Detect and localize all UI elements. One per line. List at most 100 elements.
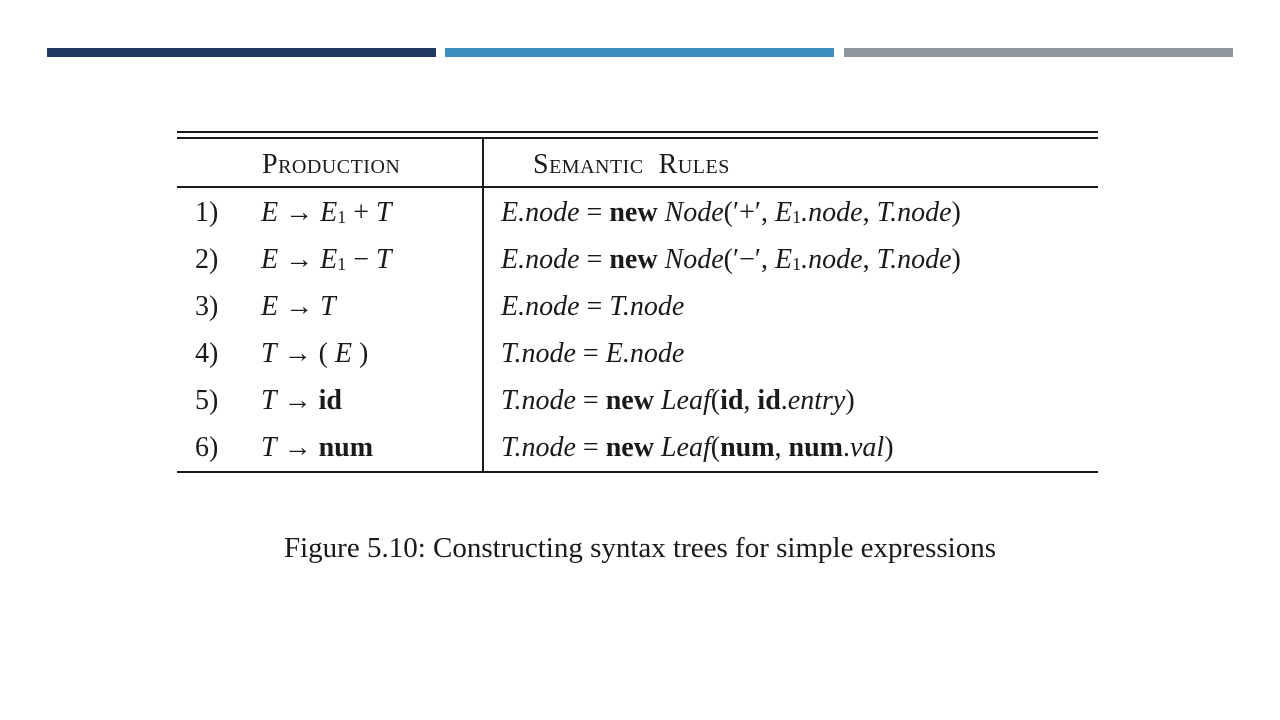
semantic-rule-cell: T.node = new Leaf(id, id.entry) [501, 377, 855, 424]
math-token: new [609, 244, 658, 275]
math-token: T [376, 244, 392, 275]
row-number: 1) [195, 197, 219, 228]
math-token [654, 385, 661, 416]
math-token: ) [951, 244, 961, 275]
math-token: new [605, 432, 654, 463]
production-cell: T → id [261, 377, 342, 424]
math-token: ( [710, 385, 721, 416]
math-token: = [579, 197, 610, 228]
math-token: → [276, 338, 319, 369]
figure-caption: Figure 5.10: Constructing syntax trees f… [283, 532, 996, 564]
math-token: T [261, 338, 277, 369]
math-token: E [334, 338, 353, 369]
math-token: → [278, 244, 321, 275]
math-token: T [261, 432, 277, 463]
math-token: new [609, 197, 658, 228]
semantic-rule-cell: E.node = new Node(′−′, E1.node, T.node) [501, 236, 961, 283]
table-row: 3) E → T E.node = T.node [177, 283, 1098, 330]
math-token [658, 244, 665, 275]
math-token: .node [801, 197, 863, 228]
math-token: 1 [792, 254, 802, 274]
table-row: 1) E → E1 + T E.node = new Node(′+′, E1.no… [177, 189, 1098, 236]
row-number: 2) [195, 244, 219, 275]
math-token: 1 [792, 207, 802, 227]
column-divider [482, 139, 484, 473]
math-token: (′−′, [723, 244, 776, 275]
math-token: E [261, 197, 279, 228]
math-token: . [780, 385, 788, 416]
math-token: = [575, 338, 606, 369]
row-number: 3) [195, 291, 219, 322]
math-token: ( [318, 338, 335, 369]
math-token: num [720, 432, 775, 463]
math-token: (′+′, [723, 197, 776, 228]
math-token: E.node [501, 197, 580, 228]
math-token: T.node [609, 291, 685, 322]
math-token: new [605, 385, 654, 416]
math-token: val [850, 432, 885, 463]
semantic-rule-cell: T.node = E.node [501, 330, 684, 377]
table-row: 5) T → id T.node = new Leaf(id, id.entry) [177, 377, 1098, 424]
math-token: id [720, 385, 744, 416]
math-token: + [346, 197, 377, 228]
math-token: id [318, 385, 342, 416]
math-token: T.node [501, 338, 576, 369]
math-token: E [775, 244, 793, 275]
math-token: T [320, 291, 336, 322]
math-token: E [775, 197, 793, 228]
table-row: 6) T → num T.node = new Leaf(num, num.val) [177, 424, 1098, 471]
production-cell: T → ( E ) [261, 330, 368, 377]
production-cell: T → num [261, 424, 373, 471]
math-token: T [261, 385, 277, 416]
math-token [658, 197, 665, 228]
math-token: Leaf [660, 385, 711, 416]
math-token: → [276, 385, 319, 416]
math-token: . [843, 432, 850, 463]
math-token: − [346, 244, 377, 275]
math-token: Leaf [660, 432, 711, 463]
production-cell: E → E1 + T [261, 189, 392, 236]
math-token: T.node [876, 244, 952, 275]
math-token: Node [664, 244, 724, 275]
math-token: E [320, 197, 338, 228]
math-token: E.node [605, 338, 685, 369]
math-token: = [579, 291, 610, 322]
math-token: = [575, 432, 606, 463]
accent-bar-light-blue [445, 48, 834, 57]
math-token: .node [801, 244, 863, 275]
row-number: 6) [195, 432, 219, 463]
math-token: , [862, 244, 877, 275]
math-token: = [575, 385, 606, 416]
production-cell: E → T [261, 283, 336, 330]
math-token: id [757, 385, 781, 416]
math-token: , [774, 432, 789, 463]
production-cell: E → E1 − T [261, 236, 392, 283]
math-token: E [320, 244, 338, 275]
table-row: 2) E → E1 − T E.node = new Node(′−′, E1.no… [177, 236, 1098, 283]
math-token: num [788, 432, 843, 463]
semantic-rule-cell: E.node = T.node [501, 283, 684, 330]
accent-bar-dark-blue [47, 48, 436, 57]
math-token: ) [352, 338, 369, 369]
math-token: entry [787, 385, 846, 416]
math-token: ) [884, 432, 894, 463]
math-token: = [579, 244, 610, 275]
math-token: → [278, 291, 321, 322]
semantic-rule-cell: T.node = new Leaf(num, num.val) [501, 424, 894, 471]
math-token: T.node [876, 197, 952, 228]
math-token: → [276, 432, 319, 463]
math-token: ) [951, 197, 961, 228]
header-semantic-rules: Semantic Rules [533, 149, 730, 180]
row-number: 5) [195, 385, 219, 416]
math-token: E.node [501, 244, 580, 275]
math-token: , [862, 197, 877, 228]
row-number: 4) [195, 338, 219, 369]
semantic-rule-cell: E.node = new Node(′+′, E1.node, T.node) [501, 189, 961, 236]
math-token: T.node [501, 385, 576, 416]
math-token: ( [710, 432, 721, 463]
bottom-rule [177, 471, 1098, 473]
math-token: ) [845, 385, 855, 416]
accent-bar-gray [844, 48, 1233, 57]
math-token: E [261, 244, 279, 275]
math-token: , [743, 385, 758, 416]
